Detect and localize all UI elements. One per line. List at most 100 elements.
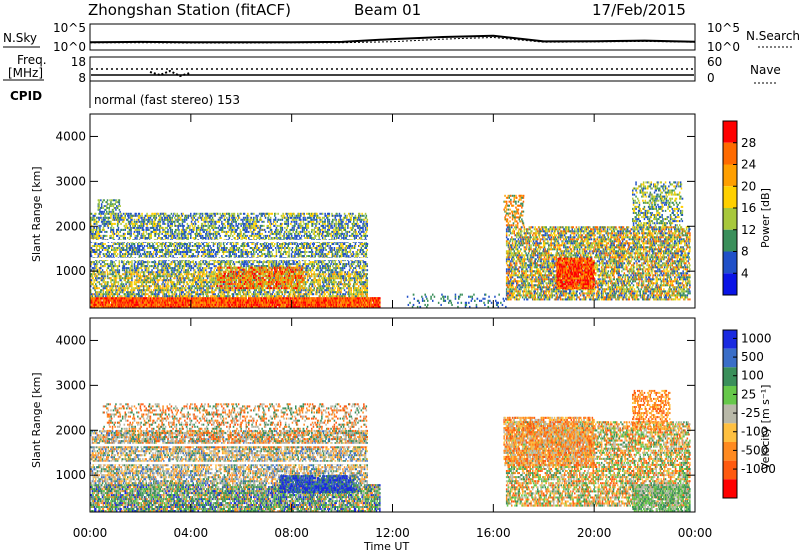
- echo-cell: [134, 283, 136, 286]
- echo-cell: [310, 283, 312, 286]
- echo-cell: [302, 301, 305, 304]
- echo-cell: [327, 297, 329, 300]
- echo-cell: [134, 234, 136, 237]
- echo-cell: [226, 299, 228, 302]
- echo-cell: [199, 277, 201, 280]
- echo-cell: [269, 285, 272, 288]
- echo-cell: [331, 301, 333, 304]
- echo-cell: [180, 289, 183, 292]
- echo-cell: [379, 299, 381, 302]
- echo-cell: [143, 249, 146, 251]
- echo-cell: [154, 285, 157, 288]
- echo-cell: [332, 301, 334, 304]
- echo-cell: [213, 273, 216, 276]
- echo-cell: [363, 299, 365, 302]
- echo-cell: [162, 301, 164, 304]
- echo-cell: [111, 263, 114, 266]
- echo-cell: [324, 303, 326, 306]
- echo-cell: [187, 301, 189, 304]
- echo-cell: [186, 299, 189, 302]
- echo-cell: [158, 287, 160, 290]
- echo-cell: [280, 291, 283, 294]
- echo-cell: [121, 297, 123, 300]
- echo-cell: [98, 291, 100, 294]
- echo-cell: [107, 291, 110, 294]
- echo-cell: [351, 279, 353, 282]
- echo-cell: [237, 299, 239, 302]
- echo-cell: [342, 285, 345, 288]
- echo-cell: [157, 279, 159, 282]
- echo-cell: [111, 301, 114, 304]
- echo-cell: [107, 303, 110, 306]
- echo-cell: [127, 212, 130, 215]
- echo-cell: [113, 261, 115, 264]
- echo-cell: [219, 287, 221, 290]
- echo-cell: [179, 295, 182, 298]
- echo-cell: [93, 218, 95, 221]
- echo-cell: [153, 283, 155, 286]
- echo-cell: [316, 293, 318, 296]
- echo-cell: [155, 275, 158, 278]
- echo-cell: [330, 301, 332, 304]
- echo-cell: [211, 287, 214, 290]
- echo-cell: [122, 220, 125, 223]
- echo-cell: [200, 291, 202, 294]
- echo-cell: [158, 279, 160, 282]
- echo-cell: [295, 295, 297, 298]
- echo-cell: [112, 273, 115, 276]
- echo-cell: [142, 265, 144, 268]
- echo-cell: [363, 299, 366, 302]
- echo-cell: [334, 303, 337, 306]
- echo-cell: [103, 275, 105, 278]
- echo-cell: [137, 281, 140, 284]
- echo-cell: [368, 303, 370, 306]
- echo-cell: [289, 293, 291, 296]
- echo-cell: [123, 301, 126, 304]
- echo-cell: [153, 293, 156, 296]
- echo-cell: [225, 291, 227, 294]
- echo-cell: [364, 305, 367, 308]
- echo-cell: [142, 293, 144, 296]
- echo-cell: [235, 293, 237, 296]
- echo-cell: [125, 271, 127, 274]
- echo-cell: [130, 283, 132, 286]
- echo-cell: [106, 212, 108, 215]
- echo-cell: [355, 297, 357, 300]
- echo-cell: [207, 281, 210, 284]
- echo-cell: [151, 303, 153, 306]
- echo-cell: [90, 279, 93, 282]
- echo-cell: [333, 271, 336, 274]
- echo-cell: [328, 285, 331, 288]
- echo-cell: [132, 253, 135, 256]
- echo-cell: [220, 297, 222, 300]
- echo-cell: [256, 305, 258, 308]
- echo-cell: [223, 299, 226, 302]
- echo-cell: [125, 281, 127, 284]
- echo-cell: [246, 293, 248, 296]
- echo-cell: [353, 305, 356, 308]
- echo-cell: [198, 303, 200, 306]
- echo-cell: [152, 273, 154, 276]
- echo-cell: [363, 289, 366, 292]
- echo-cell: [127, 271, 129, 274]
- echo-cell: [102, 305, 105, 308]
- echo-cell: [223, 279, 226, 282]
- echo-cell: [345, 277, 347, 280]
- echo-cell: [126, 271, 128, 274]
- echo-cell: [241, 289, 243, 292]
- echo-cell: [174, 273, 176, 276]
- echo-cell: [90, 281, 93, 284]
- echo-cell: [209, 301, 211, 304]
- echo-cell: [230, 281, 232, 284]
- echo-cell: [222, 303, 225, 306]
- echo-cell: [348, 271, 350, 274]
- echo-cell: [297, 297, 299, 300]
- echo-cell: [363, 297, 366, 300]
- echo-cell: [307, 297, 310, 300]
- nsky-label: N.Sky: [3, 31, 37, 45]
- echo-cell: [121, 281, 123, 284]
- echo-cell: [229, 297, 231, 300]
- echo-cell: [196, 279, 199, 282]
- echo-cell: [258, 299, 261, 302]
- echo-cell: [376, 303, 379, 306]
